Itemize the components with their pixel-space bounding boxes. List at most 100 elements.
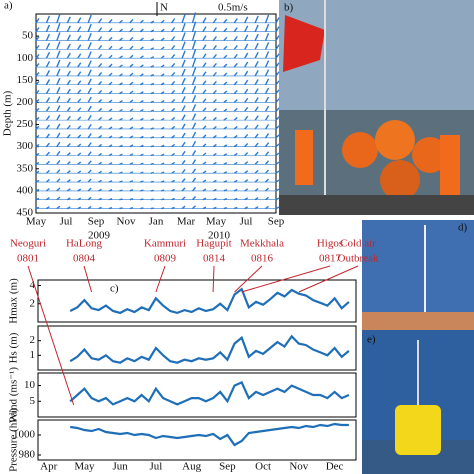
current-stick — [35, 36, 40, 41]
current-stick — [108, 72, 113, 77]
typhoon-code: Outbreak — [338, 253, 379, 265]
current-stick — [160, 180, 165, 183]
current-stick — [119, 180, 123, 183]
current-stick — [212, 98, 217, 103]
current-stick — [129, 72, 134, 77]
current-stick — [45, 160, 50, 165]
current-stick — [160, 82, 165, 86]
current-stick — [275, 35, 280, 41]
current-stick — [119, 207, 123, 210]
current-stick — [87, 87, 92, 94]
current-stick — [264, 42, 270, 50]
current-stick — [233, 107, 238, 112]
y-tick-label: 100 — [17, 52, 34, 64]
current-stick — [87, 32, 92, 41]
current-stick — [254, 160, 259, 165]
current-stick — [87, 169, 92, 174]
current-stick — [160, 153, 165, 157]
series-line — [69, 287, 350, 315]
current-stick — [129, 99, 134, 103]
current-stick — [244, 124, 249, 130]
current-stick — [213, 188, 217, 192]
current-stick — [35, 98, 40, 103]
current-stick — [87, 60, 92, 68]
current-stick — [223, 126, 228, 130]
current-stick — [264, 78, 270, 86]
current-stick — [275, 206, 280, 210]
current-stick — [244, 179, 249, 183]
current-stick — [233, 45, 238, 50]
y-axis-label: Hmax (m) — [8, 278, 20, 324]
current-stick — [181, 150, 186, 156]
current-stick — [233, 98, 238, 103]
plot-frame — [37, 325, 357, 371]
current-stick — [35, 143, 40, 148]
current-stick — [56, 59, 61, 68]
current-stick — [171, 98, 176, 103]
current-stick — [108, 18, 113, 24]
current-stick — [160, 64, 165, 68]
current-stick — [35, 107, 40, 112]
current-stick — [108, 162, 113, 165]
current-stick — [254, 42, 259, 50]
current-stick — [181, 68, 186, 77]
current-stick — [35, 170, 40, 174]
current-stick — [150, 38, 155, 42]
photo-b: b) — [279, 0, 474, 215]
current-stick — [66, 97, 71, 103]
current-stick — [212, 116, 217, 121]
current-stick — [150, 56, 155, 59]
current-stick — [108, 63, 113, 68]
current-stick — [223, 162, 228, 165]
current-stick — [275, 116, 280, 121]
current-stick — [129, 171, 134, 174]
current-stick — [171, 197, 175, 201]
current-stick — [66, 124, 71, 130]
current-stick — [46, 197, 50, 201]
current-stick — [45, 33, 51, 41]
current-stick — [212, 36, 217, 41]
current-stick — [212, 18, 217, 24]
current-stick — [264, 14, 270, 24]
current-stick — [213, 170, 217, 174]
current-stick — [150, 145, 154, 148]
current-stick — [275, 197, 280, 201]
current-stick — [150, 82, 155, 86]
current-stick — [150, 64, 155, 68]
current-stick — [223, 81, 228, 86]
current-stick — [264, 124, 270, 130]
current-stick — [77, 179, 82, 183]
current-stick — [129, 81, 134, 86]
typhoon-code: 0809 — [154, 253, 177, 265]
current-stick — [275, 125, 280, 130]
current-stick — [98, 179, 102, 183]
series-line — [70, 422, 349, 447]
current-stick — [202, 188, 207, 192]
current-stick — [77, 53, 82, 59]
current-stick — [66, 152, 71, 157]
current-stick — [254, 88, 259, 94]
plot-frame — [37, 279, 357, 323]
current-stick — [160, 73, 165, 77]
current-stick — [119, 46, 123, 50]
current-stick — [35, 125, 40, 130]
current-stick — [45, 187, 50, 192]
current-stick — [275, 17, 280, 24]
current-stick — [181, 105, 186, 112]
current-stick — [45, 178, 50, 183]
current-stick — [171, 107, 176, 112]
current-stick — [254, 187, 259, 192]
current-stick — [108, 108, 113, 112]
current-stick — [213, 206, 217, 210]
current-stick — [212, 134, 217, 139]
current-stick — [98, 152, 103, 157]
x-tick-label: Oct — [255, 461, 271, 473]
current-stick — [233, 89, 238, 95]
y-tick-label: 980 — [19, 449, 36, 461]
current-stick — [98, 206, 102, 210]
current-stick — [191, 94, 197, 103]
current-stick — [66, 179, 71, 183]
typhoon-code: 0817 — [319, 253, 342, 265]
current-stick — [254, 79, 259, 86]
current-stick — [45, 106, 51, 112]
